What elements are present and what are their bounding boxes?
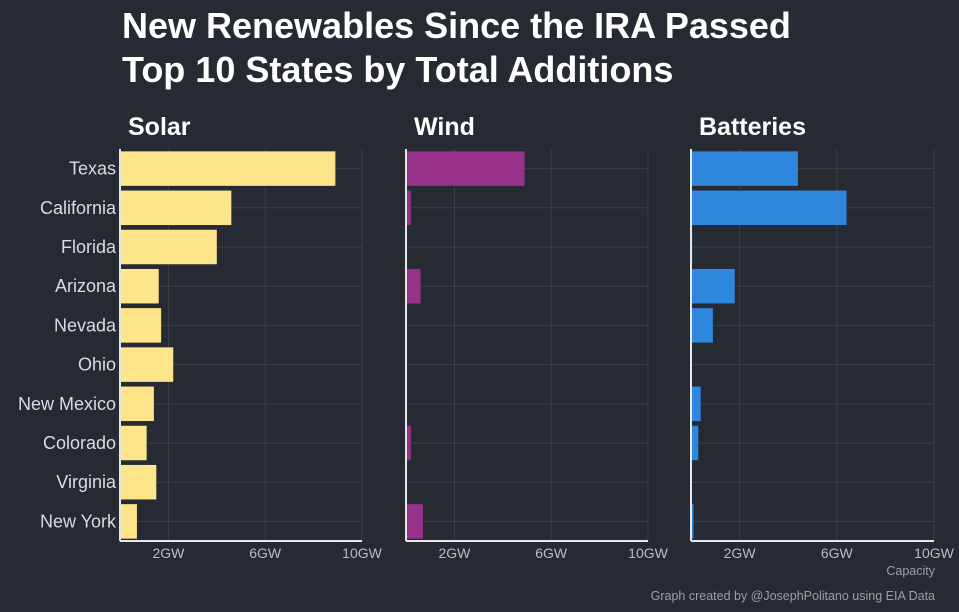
chart-title: New Renewables Since the IRA Passed Top … — [122, 4, 791, 92]
category-label: California — [40, 198, 117, 218]
category-label: Florida — [61, 237, 117, 257]
title-line-1: New Renewables Since the IRA Passed — [122, 5, 791, 46]
facet-title-batteries: Batteries — [699, 113, 806, 141]
bar-solar — [120, 425, 147, 461]
x-tick-label: 6GW — [249, 545, 282, 561]
x-tick-label: 10GW — [342, 545, 382, 561]
bar-wind — [406, 268, 421, 304]
x-tick-label: 10GW — [628, 545, 668, 561]
bar-batteries — [691, 504, 694, 539]
bar-solar — [120, 268, 159, 304]
bar-wind — [406, 504, 423, 539]
x-tick-label: 6GW — [821, 545, 854, 561]
category-label: Virginia — [56, 472, 117, 492]
category-label: Colorado — [43, 433, 116, 453]
category-label: Texas — [69, 159, 116, 179]
bar-wind — [406, 190, 411, 226]
x-tick-label: 10GW — [914, 545, 954, 561]
category-label: Ohio — [78, 355, 116, 375]
title-line-2: Top 10 States by Total Additions — [122, 49, 674, 90]
x-tick-label: 2GW — [438, 545, 471, 561]
bar-wind — [406, 425, 411, 461]
bar-batteries — [691, 425, 699, 461]
facet-title-wind: Wind — [414, 113, 475, 141]
x-tick-label: 2GW — [724, 545, 757, 561]
bar-solar — [120, 464, 157, 500]
bar-solar — [120, 308, 162, 343]
category-label: Nevada — [54, 315, 117, 335]
category-label: New Mexico — [18, 394, 116, 414]
x-axis-title: Capacity — [886, 564, 935, 578]
bar-batteries — [691, 268, 735, 304]
bar-solar — [120, 347, 174, 382]
x-tick-label: 2GW — [152, 545, 185, 561]
bar-batteries — [691, 151, 798, 186]
bar-solar — [120, 151, 336, 186]
bar-batteries — [691, 308, 713, 343]
facet-title-solar: Solar — [128, 113, 191, 141]
category-label: New York — [40, 511, 117, 531]
bar-solar — [120, 190, 232, 226]
bar-solar — [120, 386, 154, 422]
bar-solar — [120, 504, 137, 539]
x-tick-label: 6GW — [535, 545, 568, 561]
bar-solar — [120, 229, 217, 265]
category-label: Arizona — [55, 276, 117, 296]
source-caption: Graph created by @JosephPolitano using E… — [650, 589, 935, 603]
bar-wind — [406, 151, 525, 186]
bar-batteries — [691, 190, 847, 226]
bar-batteries — [691, 386, 701, 422]
